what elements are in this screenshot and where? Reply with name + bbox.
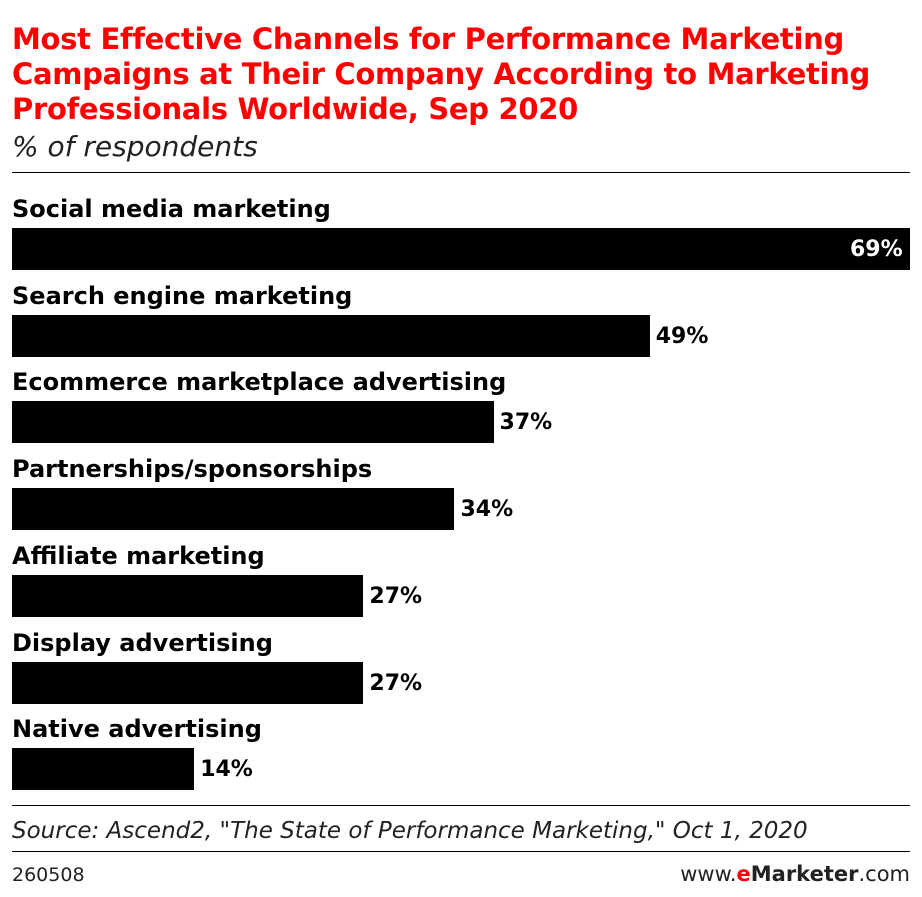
bar <box>12 401 494 444</box>
bar <box>12 314 650 357</box>
brand-suffix: .com <box>858 862 910 886</box>
category-label: Display advertising <box>12 628 273 657</box>
value-label: 69% <box>850 237 903 262</box>
brand-prefix: www. <box>680 862 737 886</box>
category-label: Affiliate marketing <box>12 541 265 570</box>
brand-e: e <box>736 862 751 886</box>
bar <box>12 661 364 704</box>
source-note: Source: Ascend2, "The State of Performan… <box>12 818 808 844</box>
bar <box>12 574 364 617</box>
value-label: 49% <box>655 323 709 349</box>
brand-link[interactable]: www.eMarketer.com <box>680 862 910 886</box>
brand-main: Marketer <box>750 862 859 886</box>
value-label: 27% <box>369 670 423 696</box>
category-label: Partnerships/sponsorships <box>12 455 373 484</box>
value-label: 27% <box>369 583 423 609</box>
value-label: 37% <box>499 410 553 436</box>
category-label: Native advertising <box>12 715 262 744</box>
value-label: 34% <box>460 497 514 523</box>
bar <box>12 488 455 531</box>
footer-divider <box>12 805 910 806</box>
bar <box>12 748 195 791</box>
chart-subtitle: % of respondents <box>12 130 258 163</box>
category-label: Search engine marketing <box>12 281 353 310</box>
chart-id: 260508 <box>12 864 85 886</box>
category-label: Ecommerce marketplace advertising <box>12 368 507 397</box>
bottom-divider <box>12 851 910 852</box>
header-divider <box>12 172 910 173</box>
chart-title: Most Effective Channels for Performance … <box>12 22 871 126</box>
value-label: 14% <box>200 757 253 783</box>
category-label: Social media marketing <box>12 195 331 223</box>
bar <box>12 228 910 270</box>
